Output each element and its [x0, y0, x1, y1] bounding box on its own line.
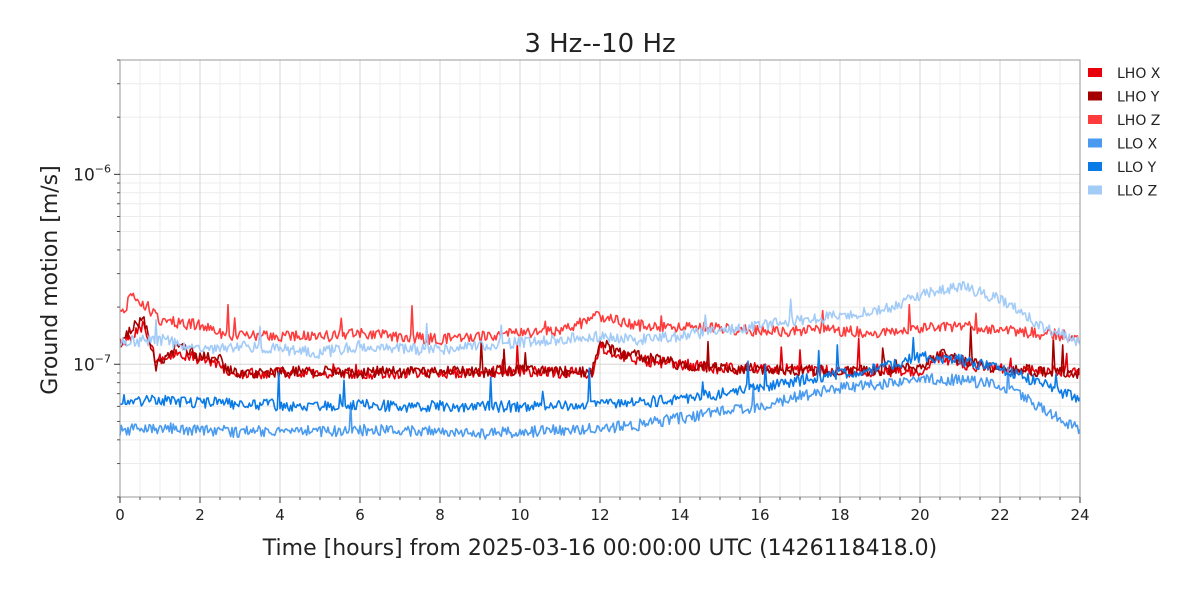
legend-swatch-lho-x — [1088, 68, 1102, 77]
x-tick-label: 12 — [590, 506, 609, 524]
legend-swatch-llo-x — [1088, 138, 1102, 148]
series-layer — [119, 281, 1081, 440]
series-line-llo-z — [119, 281, 1081, 359]
x-tick-label: 2 — [195, 506, 205, 524]
x-tick-label: 10 — [510, 506, 529, 524]
legend-label-lho-y: LHO Y — [1117, 90, 1160, 106]
y-tick-label: 10−6 — [73, 162, 111, 185]
legend-label-lho-x: LHO X — [1117, 66, 1161, 82]
x-tick-label: 0 — [115, 506, 125, 524]
x-tick-label: 14 — [670, 506, 689, 524]
legend: LHO X LHO Y LHO Z LLO X LLO Y LLO Z — [1088, 66, 1161, 200]
series-line-lho-y — [119, 316, 1081, 380]
legend-swatch-lho-z — [1088, 115, 1102, 124]
x-tick-label: 6 — [355, 506, 365, 524]
legend-swatch-llo-z — [1088, 185, 1102, 195]
series-line-llo-y — [119, 336, 1081, 413]
legend-label-llo-z: LLO Z — [1117, 184, 1157, 200]
x-ticks: 0 2 4 6 8 10 12 14 16 18 20 22 24 — [115, 497, 1090, 524]
legend-swatch-llo-y — [1088, 162, 1102, 171]
y-axis-label: Ground motion [m/s] — [38, 165, 63, 394]
y-tick-label: 10−7 — [73, 352, 111, 375]
series-line-llo-x — [119, 366, 1081, 440]
x-axis-label: Time [hours] from 2025-03-16 00:00:00 UT… — [262, 536, 937, 561]
x-tick-label: 24 — [1070, 506, 1089, 524]
legend-label-llo-x: LLO X — [1117, 137, 1158, 153]
legend-label-lho-z: LHO Z — [1117, 113, 1160, 129]
chart-title: 3 Hz--10 Hz — [524, 29, 675, 59]
legend-swatch-lho-y — [1088, 91, 1102, 101]
legend-label-llo-y: LLO Y — [1117, 160, 1157, 176]
x-tick-label: 8 — [435, 506, 445, 524]
x-tick-label: 22 — [990, 506, 1009, 524]
series-line-lho-z — [119, 292, 1081, 346]
x-tick-label: 4 — [275, 506, 285, 524]
x-tick-label: 20 — [910, 506, 929, 524]
x-tick-label: 16 — [750, 506, 769, 524]
x-tick-label: 18 — [830, 506, 849, 524]
y-ticks: 10−7 10−6 — [73, 59, 120, 498]
